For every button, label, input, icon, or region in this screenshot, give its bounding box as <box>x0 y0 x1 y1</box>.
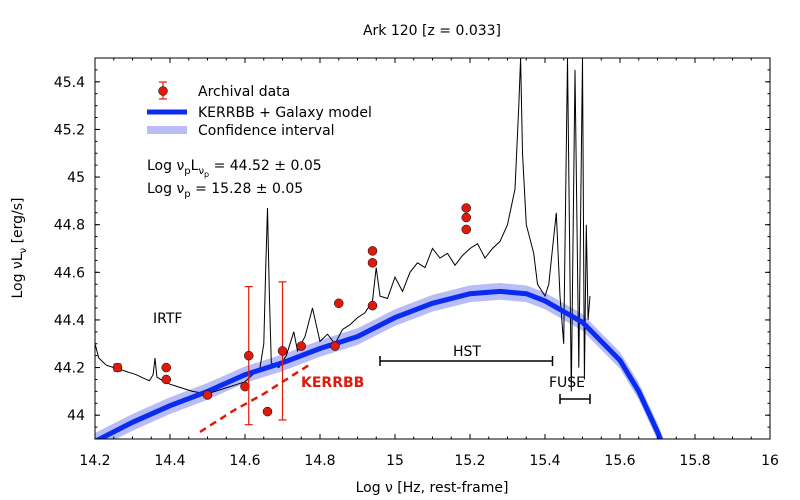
data-point <box>367 300 378 311</box>
x-tick-label: 15.4 <box>529 453 560 469</box>
legend-label-model: KERRBB + Galaxy model <box>198 105 372 121</box>
data-point <box>296 341 306 351</box>
data-point <box>461 224 471 235</box>
y-tick-label: 45.4 <box>54 75 85 91</box>
chart-title: Ark 120 [z = 0.033] <box>363 23 501 39</box>
data-point <box>262 406 273 417</box>
y-tick-label: 44.2 <box>54 361 85 377</box>
y-tick-label: 45 <box>67 170 85 186</box>
y-axis-title: Log νLν [erg/s] <box>10 197 29 298</box>
fit-param-peak-frequency: Log νp = 15.28 ± 0.05 <box>147 181 303 200</box>
y-tick-label: 44.4 <box>54 313 85 329</box>
data-point <box>367 258 378 268</box>
data-point <box>244 350 254 361</box>
data-point <box>240 381 250 392</box>
legend-point-marker <box>158 86 168 96</box>
x-tick-label: 14.4 <box>154 453 185 469</box>
fit-param-peak-luminosity: Log νpLνp = 44.52 ± 0.05 <box>147 158 322 179</box>
data-point <box>461 203 471 213</box>
x-tick-label: 15.6 <box>604 453 635 469</box>
x-tick-label: 15.2 <box>454 453 485 469</box>
data-point <box>334 298 344 309</box>
data-point <box>461 212 471 223</box>
x-tick-label: 16 <box>761 453 779 469</box>
kerrbb-dashed-line <box>199 361 314 433</box>
data-point <box>112 362 123 373</box>
data-point <box>161 374 171 385</box>
y-tick-label: 44.8 <box>54 218 85 234</box>
x-tick-label: 14.2 <box>79 453 110 469</box>
annotation-hst: HST <box>453 344 481 360</box>
spectrum-line <box>95 58 591 395</box>
data-point <box>202 390 213 400</box>
legend-label-confidence: Confidence interval <box>198 123 335 139</box>
annotation-kerrbb: KERRBB <box>301 375 364 391</box>
data-point <box>330 341 340 351</box>
annotation-fuse: FUSE <box>549 375 585 391</box>
legend-label-archival: Archival data <box>198 84 290 100</box>
y-tick-label: 44 <box>67 408 85 424</box>
legend: Archival data KERRBB + Galaxy model Conf… <box>147 81 372 139</box>
data-point <box>277 346 288 356</box>
data-point <box>367 246 378 256</box>
y-tick-label: 45.2 <box>54 122 85 138</box>
annotation-irtf: IRTF <box>153 311 182 327</box>
x-tick-label: 14.6 <box>229 453 260 469</box>
y-tick-label: 44.6 <box>54 265 85 281</box>
x-axis-title: Log ν [Hz, rest-frame] <box>356 480 509 496</box>
x-tick-label: 15 <box>386 453 404 469</box>
data-point <box>161 362 171 373</box>
x-tick-label: 14.8 <box>304 453 335 469</box>
x-tick-label: 15.8 <box>679 453 710 469</box>
